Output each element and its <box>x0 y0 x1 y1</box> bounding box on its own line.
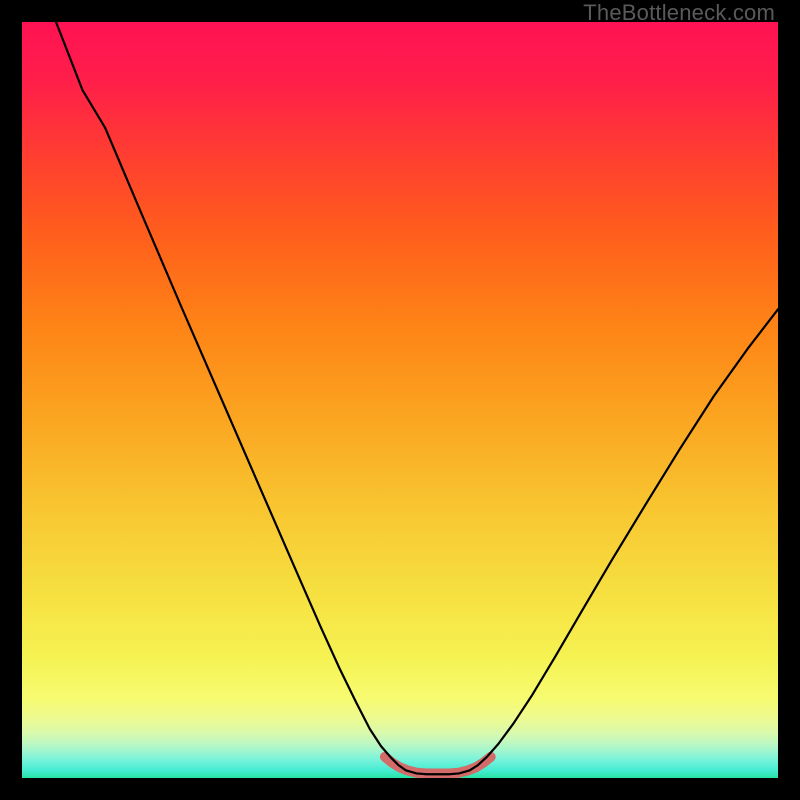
plot-background <box>22 22 778 778</box>
watermark-text: TheBottleneck.com <box>583 0 775 26</box>
chart-frame: TheBottleneck.com <box>0 0 800 800</box>
plot-area <box>22 22 778 778</box>
chart-svg <box>22 22 778 778</box>
